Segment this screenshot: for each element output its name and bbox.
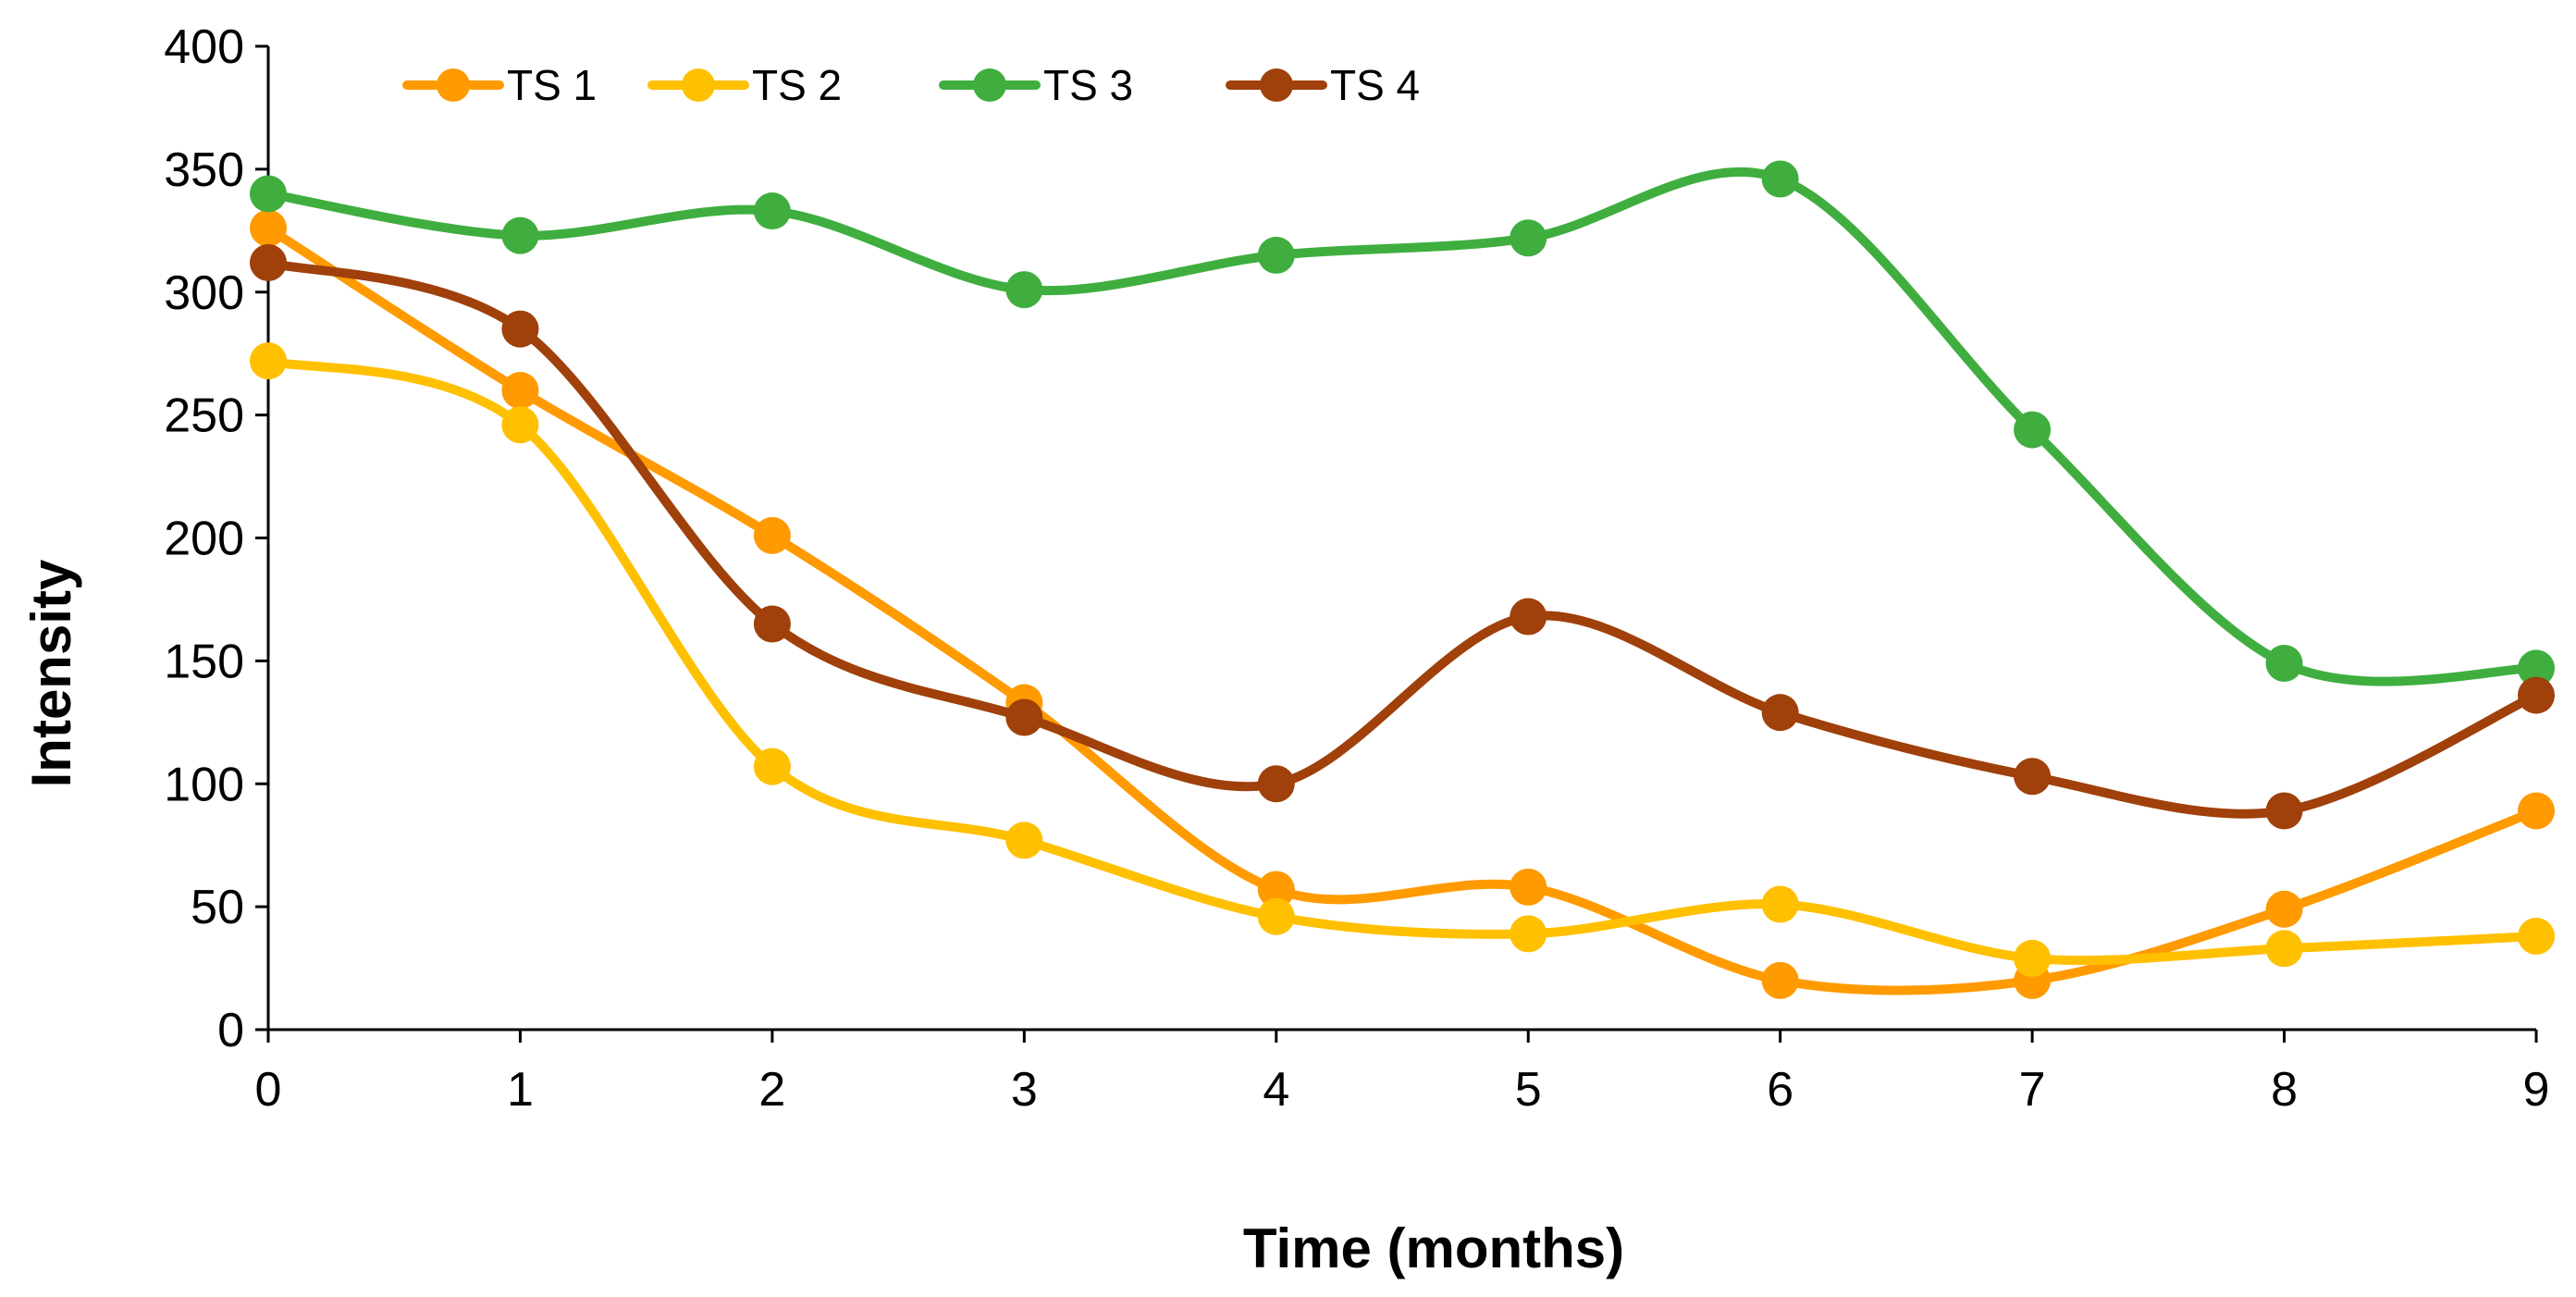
series-line: [264, 167, 2541, 686]
data-point: [1005, 271, 1043, 309]
data-point: [1257, 871, 1295, 908]
data-point: [250, 243, 287, 281]
legend-label: TS 1: [507, 61, 597, 109]
data-point: [2518, 676, 2555, 714]
data-point: [1761, 694, 1799, 732]
data-point: [2518, 649, 2555, 687]
y-tick-label: 100: [164, 758, 244, 811]
legend: TS 1 TS 2 TS 3 TS 4: [402, 61, 1420, 109]
series-ts-4: [250, 243, 2555, 830]
series-ts-2: [250, 342, 2555, 977]
y-tick-label: 0: [217, 1004, 244, 1057]
legend-label: TS 4: [1330, 61, 1420, 109]
x-tick-label: 1: [507, 1063, 534, 1117]
data-point: [2014, 939, 2052, 977]
data-point: [250, 175, 287, 213]
series-ts-3: [250, 160, 2555, 687]
data-point: [1510, 219, 1547, 257]
x-tick-label: 6: [1767, 1063, 1793, 1117]
legend-item: TS 2: [647, 61, 842, 109]
legend-swatch-marker: [437, 68, 470, 102]
data-point: [1761, 885, 1799, 923]
data-point: [1761, 961, 1799, 999]
data-point: [1005, 821, 1043, 859]
data-point: [250, 342, 287, 380]
data-point: [1761, 160, 1799, 198]
data-point: [2265, 890, 2303, 928]
x-tick-label: 3: [1011, 1063, 1038, 1117]
x-tick-label: 2: [758, 1063, 785, 1117]
series-layer: [250, 160, 2555, 999]
data-point: [1257, 765, 1295, 803]
x-tick-label: 5: [1515, 1063, 1542, 1117]
data-point: [2518, 792, 2555, 830]
legend-swatch-marker: [973, 68, 1006, 102]
data-point: [2265, 930, 2303, 968]
y-tick-label: 300: [164, 266, 244, 320]
series-line: [264, 223, 2541, 995]
data-point: [2265, 645, 2303, 683]
data-point: [2265, 792, 2303, 830]
legend-swatch-marker: [682, 68, 715, 102]
y-tick-label: 400: [164, 20, 244, 74]
legend-item: TS 4: [1226, 61, 1420, 109]
y-tick-label: 250: [164, 389, 244, 443]
x-tick-label: 8: [2271, 1063, 2298, 1117]
data-point: [1257, 897, 1295, 935]
series-line: [264, 356, 2541, 966]
x-tick-label: 7: [2019, 1063, 2046, 1117]
data-point: [501, 310, 539, 348]
y-tick-label: 50: [191, 881, 244, 934]
data-point: [1257, 236, 1295, 274]
data-point: [753, 747, 791, 785]
x-tick-label: 9: [2523, 1063, 2550, 1117]
series-line: [264, 257, 2541, 819]
data-point: [2518, 918, 2555, 956]
x-tick-label: 0: [255, 1063, 282, 1117]
legend-item: TS 3: [939, 61, 1133, 109]
data-point: [501, 406, 539, 444]
y-axis-ticks: 0 50 100 150 200 250 300 350 400: [164, 20, 268, 1057]
data-point: [1510, 868, 1547, 906]
x-axis-title: Time (months): [1243, 1217, 1624, 1279]
data-point: [1510, 915, 1547, 953]
data-point: [501, 216, 539, 254]
x-axis-ticks: 0 1 2 3 4 5 6 7 8 9: [255, 1030, 2550, 1117]
y-tick-label: 150: [164, 635, 244, 688]
data-point: [501, 372, 539, 410]
y-tick-label: 350: [164, 143, 244, 197]
data-point: [250, 209, 287, 247]
x-tick-label: 4: [1263, 1063, 1289, 1117]
legend-label: TS 3: [1043, 61, 1133, 109]
data-point: [1510, 598, 1547, 636]
y-tick-label: 200: [164, 513, 244, 566]
data-point: [753, 516, 791, 554]
legend-item: TS 1: [402, 61, 597, 109]
data-point: [2014, 758, 2052, 796]
data-point: [753, 605, 791, 643]
legend-label: TS 2: [752, 61, 842, 109]
legend-swatch-marker: [1260, 68, 1293, 102]
data-point: [1005, 698, 1043, 736]
data-point: [753, 192, 791, 230]
y-axis-title: Intensity: [20, 559, 82, 787]
data-point: [2014, 411, 2052, 449]
